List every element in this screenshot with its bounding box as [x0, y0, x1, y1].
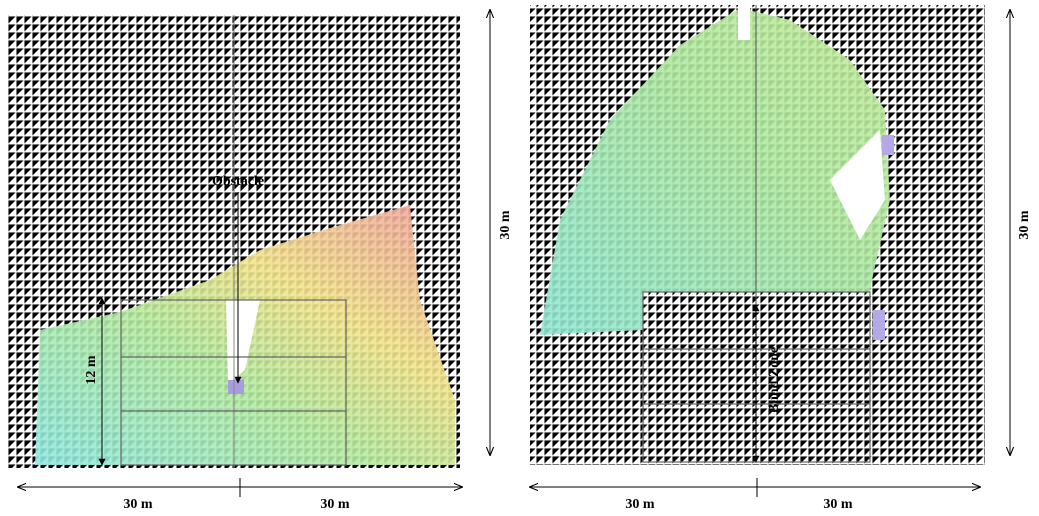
width-label: 30 m — [823, 497, 853, 512]
right-panel: Blind Zone 30 m 30 m 30 m — [530, 5, 1032, 512]
depth-label: 30 m — [1017, 210, 1032, 240]
height-label: 12 m — [84, 355, 99, 385]
obstacle — [228, 380, 244, 394]
width-label: 30 m — [625, 497, 655, 512]
structure — [873, 310, 885, 340]
annotation: Blind Zone — [767, 347, 782, 414]
cloud-gap — [738, 5, 750, 40]
structure — [882, 135, 894, 155]
page: Obstacle 12 m 30 m 30 m 30 m Blind Zone … — [0, 0, 1039, 516]
annotation: Obstacle — [212, 174, 264, 189]
left-panel: Obstacle 12 m 30 m 30 m 30 m — [8, 10, 513, 512]
width-label: 30 m — [123, 497, 153, 512]
depth-label: 30 m — [498, 210, 513, 240]
width-label: 30 m — [320, 497, 350, 512]
figure: Obstacle 12 m 30 m 30 m 30 m Blind Zone … — [0, 0, 1039, 516]
